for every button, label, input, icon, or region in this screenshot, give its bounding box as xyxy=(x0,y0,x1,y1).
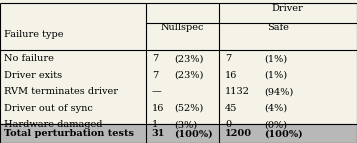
Text: (23%): (23%) xyxy=(174,54,203,63)
Text: —: — xyxy=(152,87,161,96)
Text: Safe: Safe xyxy=(267,23,290,32)
Text: Driver: Driver xyxy=(272,4,303,13)
Text: (1%): (1%) xyxy=(264,54,287,63)
Text: Nullspec: Nullspec xyxy=(160,23,204,32)
Text: No failure: No failure xyxy=(4,54,54,63)
Text: 7: 7 xyxy=(152,71,158,80)
Text: (94%): (94%) xyxy=(264,87,293,96)
Text: Driver out of sync: Driver out of sync xyxy=(4,104,92,113)
Text: 7: 7 xyxy=(152,54,158,63)
Text: 16: 16 xyxy=(152,104,164,113)
Text: 1200: 1200 xyxy=(225,129,252,138)
Text: 31: 31 xyxy=(152,129,165,138)
Text: (23%): (23%) xyxy=(174,71,203,80)
Text: 1: 1 xyxy=(152,120,158,129)
Text: RVM terminates driver: RVM terminates driver xyxy=(4,87,117,96)
Text: (3%): (3%) xyxy=(174,120,197,129)
Text: Hardware damaged: Hardware damaged xyxy=(4,120,102,129)
Text: 7: 7 xyxy=(225,54,231,63)
Text: 1132: 1132 xyxy=(225,87,250,96)
Text: Failure type: Failure type xyxy=(4,30,63,39)
Text: 45: 45 xyxy=(225,104,237,113)
Text: 16: 16 xyxy=(225,71,237,80)
Text: (4%): (4%) xyxy=(264,104,287,113)
Text: (100%): (100%) xyxy=(174,129,212,138)
Bar xyxy=(0,124,357,143)
Text: 0: 0 xyxy=(225,120,231,129)
Text: Driver exits: Driver exits xyxy=(4,71,62,80)
Text: (1%): (1%) xyxy=(264,71,287,80)
Text: (100%): (100%) xyxy=(264,129,303,138)
Text: Total perturbation tests: Total perturbation tests xyxy=(4,129,134,138)
Text: (0%): (0%) xyxy=(264,120,287,129)
Text: (52%): (52%) xyxy=(174,104,203,113)
